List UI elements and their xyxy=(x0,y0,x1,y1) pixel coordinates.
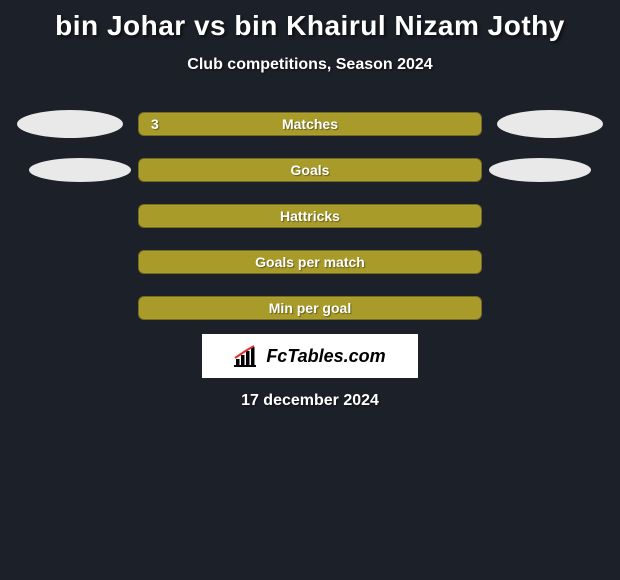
page-title: bin Johar vs bin Khairul Nizam Jothy xyxy=(0,0,620,42)
bar-chart-icon xyxy=(234,345,260,367)
stat-pill: 3 Matches xyxy=(138,112,482,136)
stat-row: Min per goal xyxy=(10,296,610,320)
stat-row: Goals xyxy=(10,158,610,182)
stat-pill: Goals xyxy=(138,158,482,182)
stat-pill: Goals per match xyxy=(138,250,482,274)
stats-area: 3 Matches Goals Hattricks Goals per matc… xyxy=(0,112,620,320)
stat-label: Hattricks xyxy=(139,205,481,227)
logo-text: FcTables.com xyxy=(266,346,385,367)
stat-row: Goals per match xyxy=(10,250,610,274)
right-value-ellipse xyxy=(497,110,603,138)
left-value-ellipse xyxy=(17,110,123,138)
stat-label: Goals per match xyxy=(139,251,481,273)
stat-pill: Min per goal xyxy=(138,296,482,320)
right-value-ellipse xyxy=(489,158,591,182)
date-label: 17 december 2024 xyxy=(0,392,620,410)
page-subtitle: Club competitions, Season 2024 xyxy=(0,56,620,74)
stat-label: Matches xyxy=(139,113,481,135)
left-value-ellipse xyxy=(29,158,131,182)
stat-row: 3 Matches xyxy=(10,112,610,136)
stat-row: Hattricks xyxy=(10,204,610,228)
stat-label: Min per goal xyxy=(139,297,481,319)
logo-box: FcTables.com xyxy=(202,334,418,378)
stat-pill: Hattricks xyxy=(138,204,482,228)
stat-label: Goals xyxy=(139,159,481,181)
